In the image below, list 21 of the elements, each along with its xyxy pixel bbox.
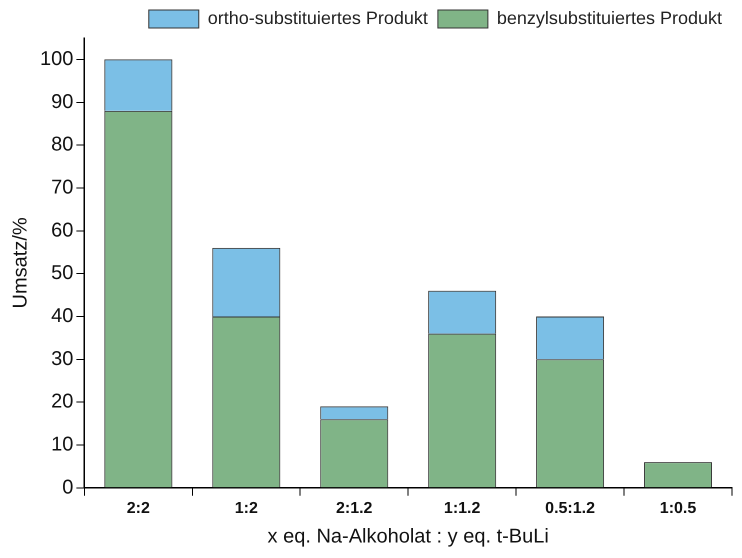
y-tick-label: 70 [51, 176, 74, 198]
x-tick-label: 1:0.5 [660, 500, 696, 517]
x-tick-label: 0.5:1.2 [545, 500, 596, 517]
y-tick-label: 80 [51, 134, 74, 156]
y-tick-label: 0 [62, 476, 74, 498]
y-tick-label: 40 [51, 304, 74, 327]
y-tick-label: 100 [40, 48, 74, 70]
y-axis-title: Umsatz/% [10, 217, 32, 308]
y-tick-label: 10 [51, 433, 74, 456]
legend-label: ortho-substituiertes Produkt [208, 8, 428, 28]
x-axis-title: x eq. Na-Alkoholat : y eq. t-BuLi [268, 526, 549, 548]
x-tick-label: 2:1.2 [336, 500, 373, 517]
y-tick-label: 90 [51, 90, 74, 113]
x-tick-label: 1:2 [234, 500, 258, 517]
legend-label: benzylsubstituiertes Produkt [496, 8, 722, 28]
y-tick-label: 50 [51, 262, 74, 284]
y-tick-label: 60 [51, 219, 74, 242]
y-tick-label: 30 [51, 348, 74, 370]
y-tick-label: 20 [51, 390, 74, 413]
x-tick-label: 2:2 [126, 500, 150, 517]
x-tick-label: 1:1.2 [444, 500, 480, 517]
